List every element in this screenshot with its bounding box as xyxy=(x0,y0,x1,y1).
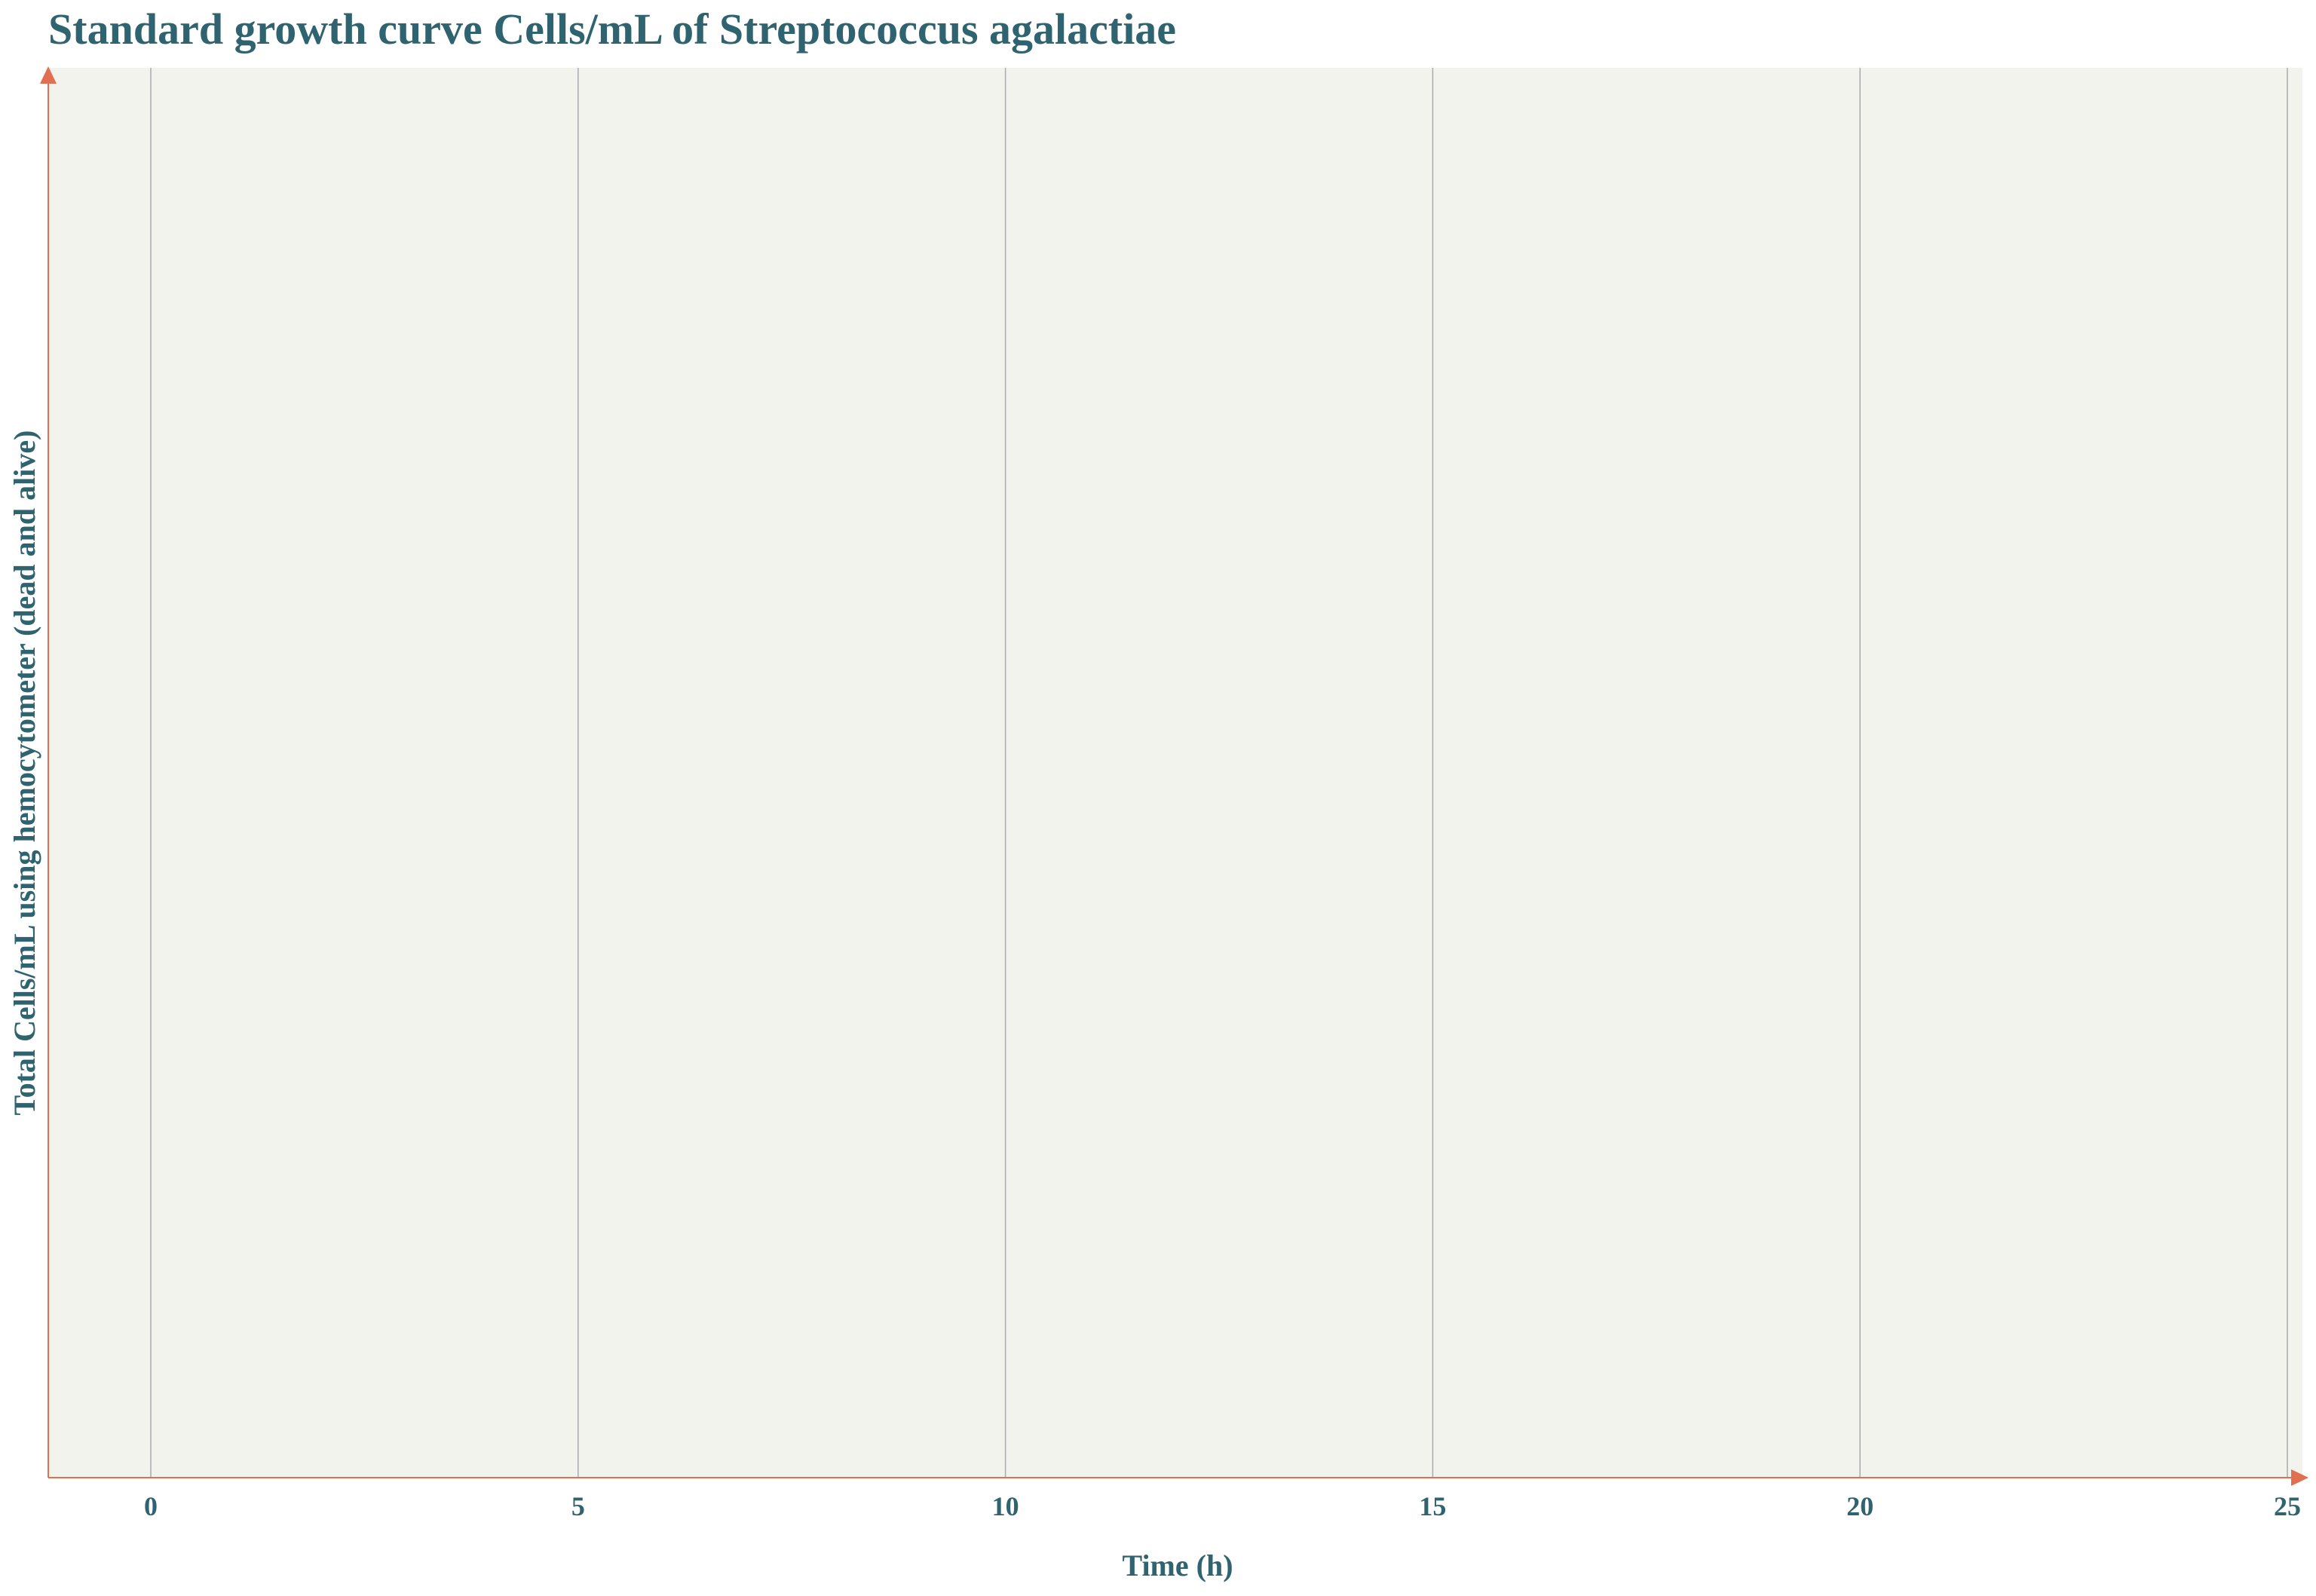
x-tick-label-25: 25 xyxy=(2274,1491,2301,1521)
grid-lines xyxy=(150,68,2288,1478)
x-tick-label-15: 15 xyxy=(1419,1491,1446,1521)
chart-title: Standard growth curve Cells/mL of Strept… xyxy=(48,5,1176,54)
x-tick-label-5: 5 xyxy=(571,1491,585,1521)
axes xyxy=(40,66,2308,1486)
x-tick-labels: 0 5 10 15 20 25 xyxy=(144,1491,2301,1521)
y-axis-label: Total Cells/mL using hemocytometer (dead… xyxy=(8,430,41,1116)
x-axis-arrow-icon xyxy=(2291,1469,2308,1486)
y-axis-arrow-icon xyxy=(40,66,57,84)
x-tick-label-10: 10 xyxy=(992,1491,1019,1521)
x-axis-label: Time (h) xyxy=(1122,1549,1233,1582)
x-tick-label-20: 20 xyxy=(1846,1491,1873,1521)
plot-background xyxy=(48,68,2302,1478)
x-tick-label-0: 0 xyxy=(144,1491,158,1521)
